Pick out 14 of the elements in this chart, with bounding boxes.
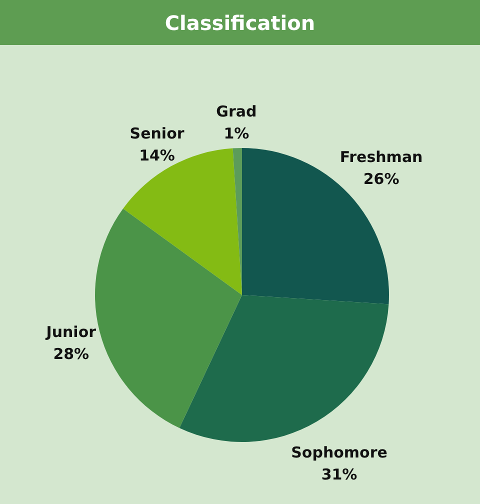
pie-slice — [95, 208, 242, 428]
slice-label: Freshman — [340, 148, 423, 166]
data-label: 1% — [224, 124, 250, 143]
slice-label: Sophomore — [291, 443, 388, 462]
chart-title: Classification — [164, 11, 316, 35]
pie-slice — [123, 148, 242, 295]
slice-label: Junior — [45, 322, 97, 341]
slice-label: Senior — [130, 124, 185, 142]
data-label: 28% — [53, 344, 90, 363]
data-label: 31% — [321, 465, 358, 484]
data-label: 26% — [363, 170, 400, 188]
data-label: 14% — [139, 146, 175, 164]
slice-label: Grad — [216, 102, 257, 121]
pie-slice — [179, 295, 389, 442]
